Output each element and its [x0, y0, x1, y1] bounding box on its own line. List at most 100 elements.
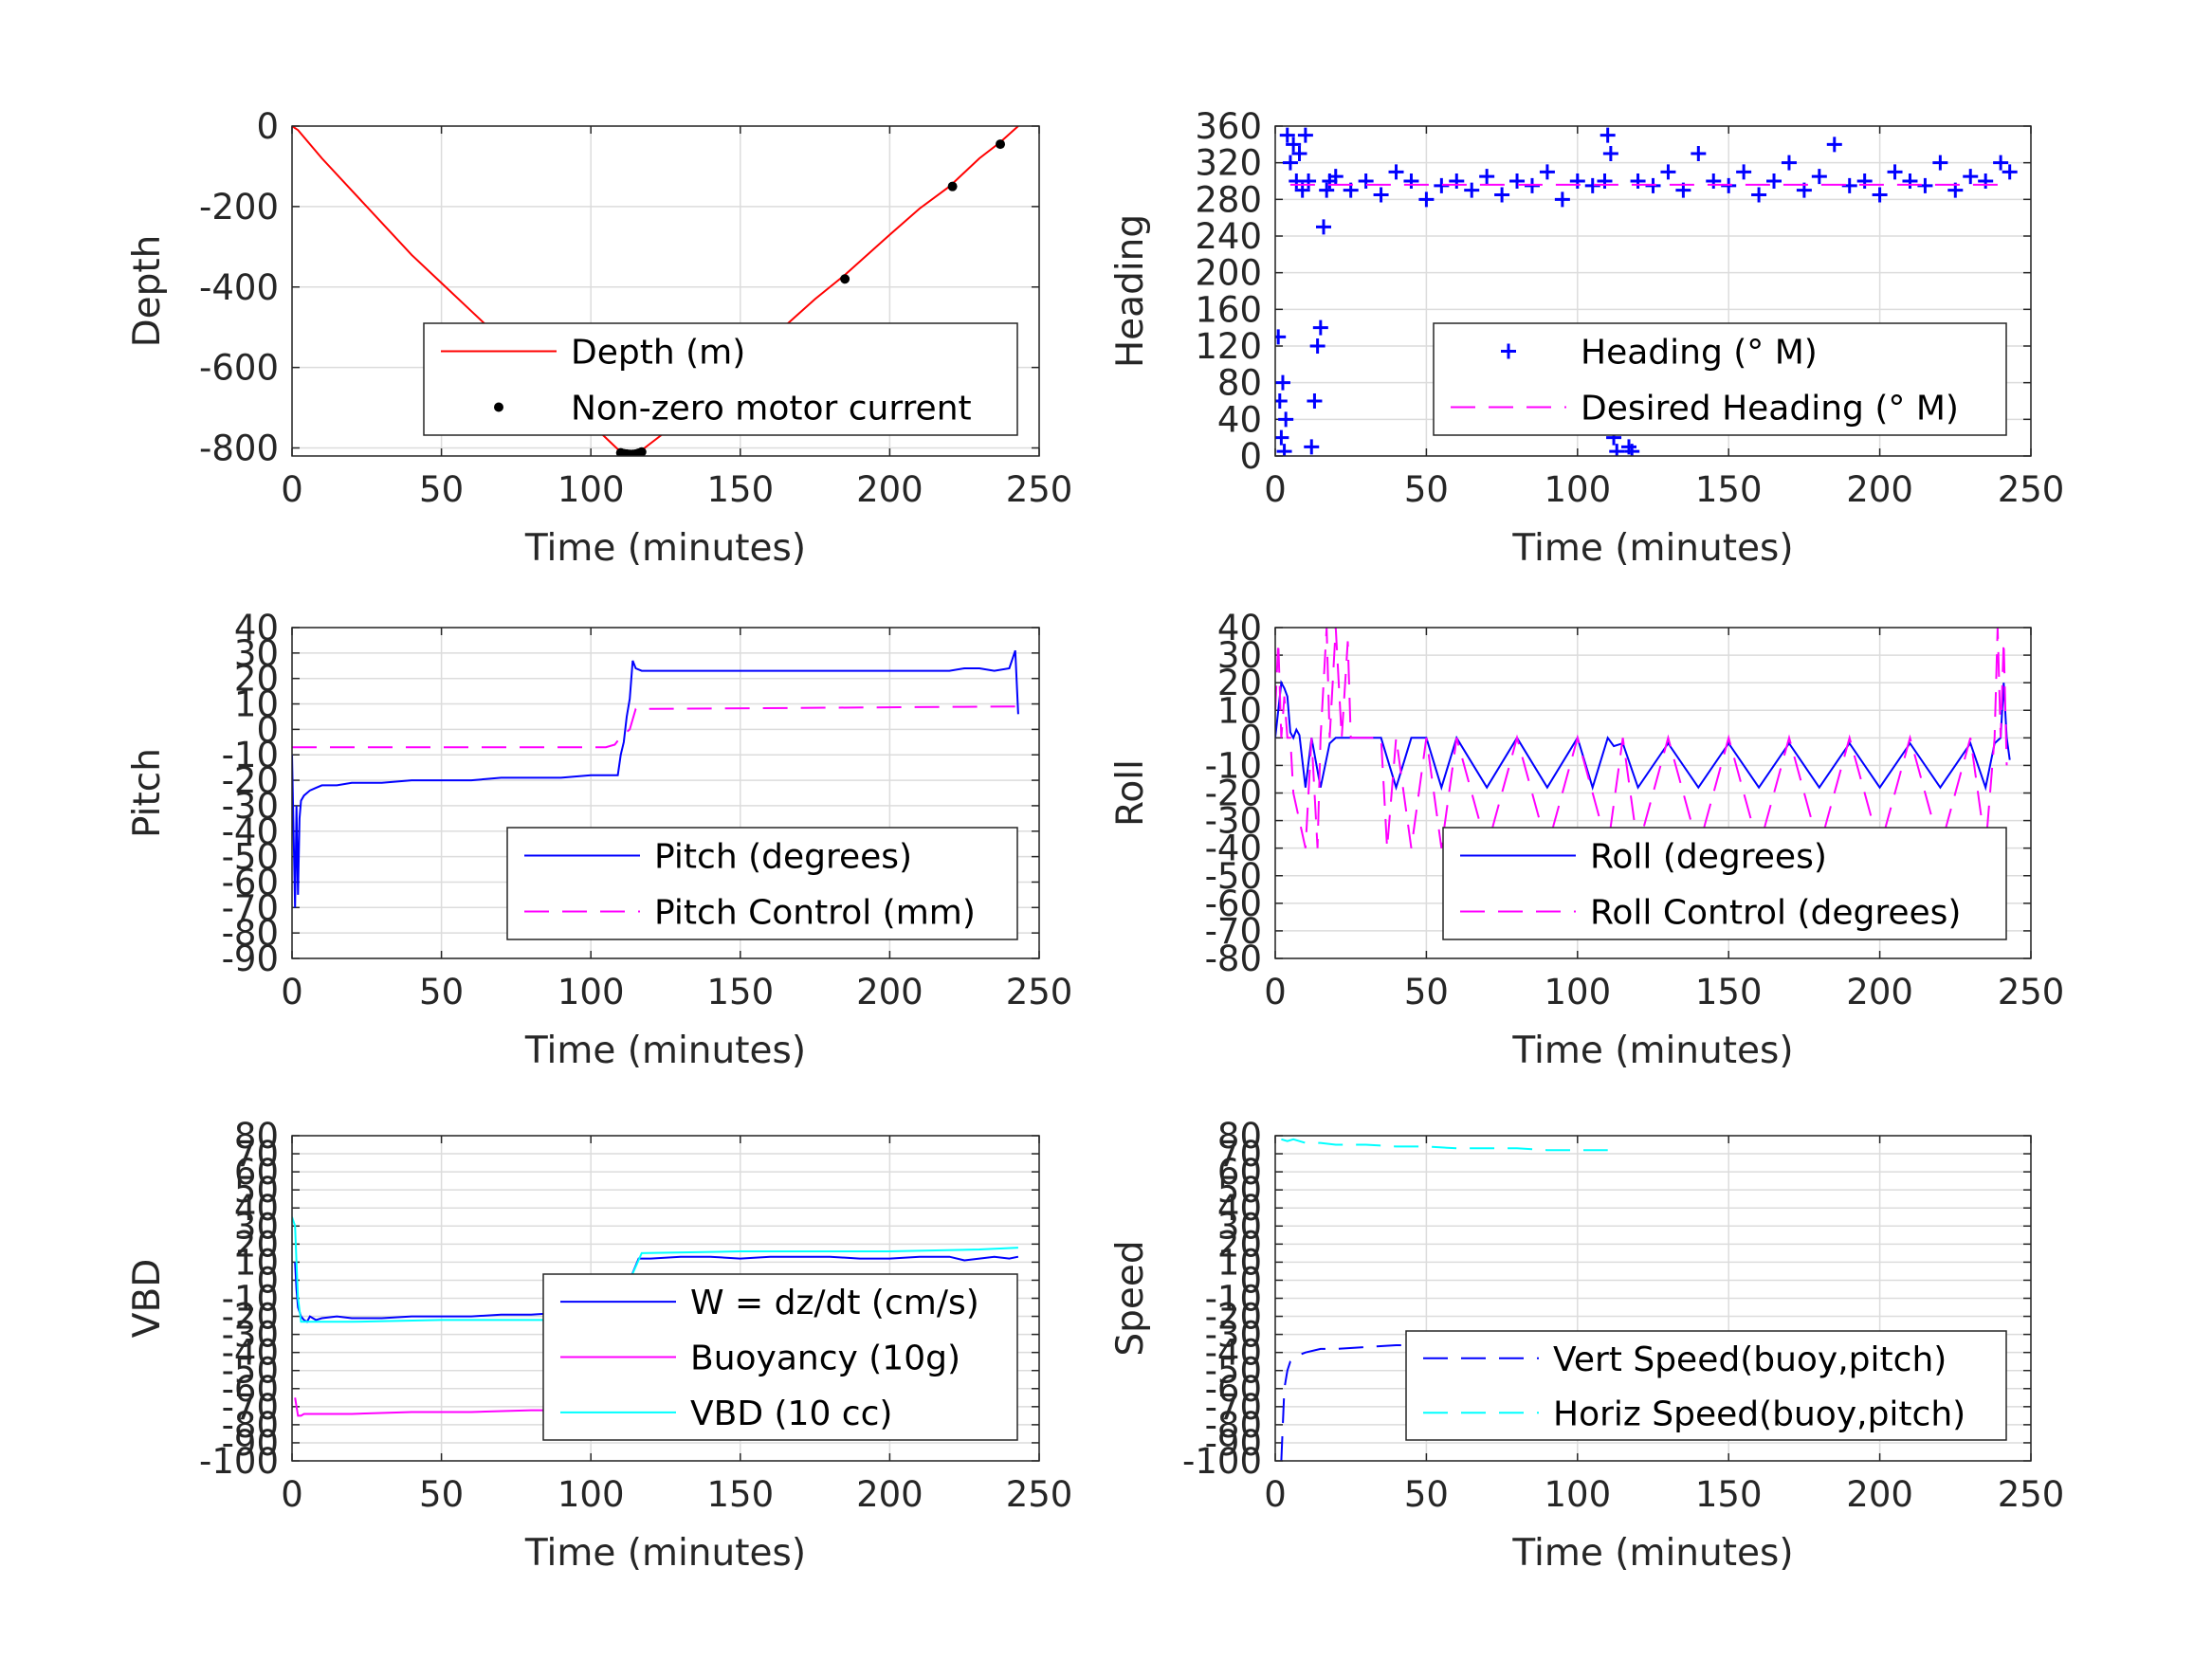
- data-point: [1602, 146, 1618, 161]
- data-point: [1751, 187, 1767, 203]
- chart-panel-5: 0 50 100 150 200 25080706050403020100-10-20-3…: [126, 1116, 1072, 1575]
- series-group: [1275, 127, 2018, 456]
- x-tick-label: 200: [856, 972, 923, 1012]
- y-tick-label: 20: [1217, 1224, 1262, 1265]
- y-tick-label: 30: [234, 633, 279, 674]
- y-tick-label: 20: [1217, 663, 1262, 703]
- legend-label: Horiz Speed(buoy,pitch): [1553, 1395, 1965, 1433]
- y-tick-label: 360: [1195, 106, 1262, 147]
- axes-frame: [1274, 627, 2032, 959]
- y-tick-label: 40: [1217, 608, 1262, 648]
- data-point: [1872, 187, 1888, 203]
- y-tick-label: 0: [256, 709, 279, 750]
- data-point: [1597, 173, 1613, 189]
- y-tick-label: 10: [234, 684, 279, 725]
- x-tick-label: 0: [1264, 469, 1287, 510]
- x-tick-label: 150: [706, 1474, 774, 1515]
- legend: Depth (m) Non-zero motor current: [423, 322, 1018, 436]
- y-tick-label: 30: [234, 1206, 279, 1247]
- series-2-line: [1281, 1138, 1608, 1152]
- legend-label: Non-zero motor current: [571, 390, 972, 428]
- y-tick-label: -30: [1205, 801, 1262, 842]
- data-point: [1624, 444, 1640, 456]
- y-tick-label: 40: [234, 608, 279, 648]
- y-tick-label: -50: [1205, 856, 1262, 897]
- y-tick-label: -40: [1205, 1333, 1262, 1374]
- data-point: [1418, 191, 1435, 208]
- data-point: [1569, 173, 1585, 189]
- legend-marker: [494, 402, 503, 412]
- y-tick-label: 70: [1217, 1134, 1262, 1175]
- chart-panel-4: 0 50 100 150 200 250403020100-10-20-30-40-50-…: [1109, 608, 2064, 1072]
- data-point: [1319, 182, 1335, 198]
- data-point: [1275, 393, 1288, 409]
- x-tick-label: 250: [1998, 469, 2065, 510]
- y-tick-label: -80: [1205, 1405, 1262, 1446]
- data-point: [1309, 338, 1325, 354]
- y-tick-label: 40: [1217, 1188, 1262, 1229]
- series-group: [1275, 628, 2011, 852]
- y-tick-label: -60: [222, 1369, 279, 1410]
- y-tick-label: 50: [1217, 1170, 1262, 1211]
- data-point: [1449, 173, 1465, 189]
- y-tick-label: 0: [1239, 1260, 1262, 1301]
- y-tick-label: 0: [256, 106, 279, 147]
- y-tick-label: 0: [1239, 718, 1262, 758]
- y-tick-label: 60: [1217, 1152, 1262, 1193]
- x-tick-label: 250: [1006, 1474, 1073, 1515]
- chart-panel-3: 0 50 100 150 200 250403020100-10-20-30-40-50-…: [126, 608, 1072, 1072]
- y-tick-label: -80: [222, 913, 279, 954]
- y-tick-label: -30: [1205, 1315, 1262, 1356]
- y-tick-label: -200: [199, 187, 279, 228]
- data-point: [947, 181, 958, 191]
- y-tick-label: 80: [1217, 1116, 1262, 1157]
- y-tick-label: 240: [1195, 216, 1262, 257]
- y-tick-label: 30: [1217, 1206, 1262, 1247]
- legend-marker: [1501, 343, 1516, 359]
- y-axis-label: Pitch: [126, 748, 169, 838]
- data-point: [1856, 173, 1873, 189]
- x-tick-label: 250: [1006, 469, 1073, 510]
- y-tick-label: -60: [1205, 884, 1262, 924]
- data-point: [1963, 169, 1979, 185]
- y-tick-label: 10: [234, 1242, 279, 1283]
- legend-box: [423, 322, 1018, 436]
- legend: Vert Speed(buoy,pitch) Horiz Speed(buoy,p…: [1405, 1330, 2007, 1441]
- y-tick-label: -20: [222, 760, 279, 801]
- series-1-line: [1280, 1340, 1608, 1461]
- y-tick-label: 10: [1217, 1242, 1262, 1283]
- y-tick-label: 60: [234, 1152, 279, 1193]
- data-point: [1630, 173, 1646, 189]
- x-tick-label: 150: [1695, 972, 1763, 1012]
- x-tick-label: 200: [1846, 1474, 1913, 1515]
- y-tick-label: -90: [1205, 1423, 1262, 1464]
- y-tick-label: 40: [1217, 399, 1262, 440]
- x-axis-label: Time (minutes): [1511, 1532, 1793, 1575]
- legend-box: [1405, 1330, 2007, 1441]
- legend-label: Buoyancy (10g): [690, 1340, 960, 1378]
- y-tick-label: -70: [222, 1387, 279, 1428]
- x-tick-label: 150: [1695, 1474, 1763, 1515]
- y-tick-label: -100: [1182, 1441, 1262, 1482]
- data-point: [1304, 439, 1320, 455]
- data-point: [1312, 319, 1328, 336]
- y-axis-label: Speed: [1109, 1240, 1152, 1356]
- data-point: [1297, 127, 1313, 143]
- y-tick-label: -60: [1205, 1369, 1262, 1410]
- y-tick-label: -20: [1205, 1297, 1262, 1338]
- x-tick-label: 100: [1544, 1474, 1611, 1515]
- y-tick-label: -40: [1205, 829, 1262, 869]
- y-tick-label: -40: [222, 811, 279, 852]
- data-point: [1327, 169, 1344, 185]
- y-tick-label: 280: [1195, 179, 1262, 220]
- data-point: [1887, 164, 1903, 180]
- y-tick-label: -10: [222, 735, 279, 775]
- data-point: [1902, 173, 1918, 189]
- y-tick-label: -90: [222, 1423, 279, 1464]
- series-1-line: [292, 649, 1019, 908]
- y-tick-label: 20: [234, 1224, 279, 1265]
- data-point: [1509, 173, 1526, 189]
- y-tick-label: -600: [199, 348, 279, 389]
- legend: W = dz/dt (cm/s) Buoyancy (10g) VBD (10 cc…: [542, 1273, 1018, 1441]
